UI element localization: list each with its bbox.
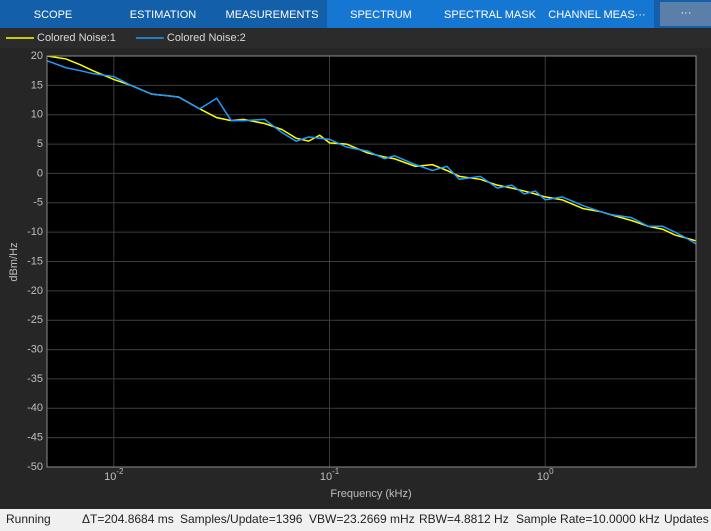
tab[interactable]: ESTIMATION <box>130 9 196 21</box>
x-tick-label: 100 <box>537 467 554 483</box>
y-tick-label: 5 <box>37 138 43 150</box>
tab[interactable]: SCOPE <box>34 9 73 21</box>
tab[interactable]: CHANNEL MEAS··· <box>548 9 645 21</box>
status-item: ΔT=204.8684 ms <box>82 512 174 526</box>
legend-bar <box>0 28 711 48</box>
x-tick-base: 10 <box>537 471 549 483</box>
toolbar-active-section <box>327 0 654 28</box>
status-item: Running <box>6 512 51 526</box>
x-tick-label: 10-1 <box>320 467 340 483</box>
series-line <box>47 59 696 245</box>
status-item: Samples/Update=1396 <box>180 512 303 526</box>
tab[interactable]: SPECTRUM <box>350 9 412 21</box>
x-tick-base: 10 <box>320 471 332 483</box>
y-tick-label: -20 <box>27 285 43 297</box>
y-tick-label: 0 <box>37 167 43 179</box>
status-item: Sample Rate=10.0000 kHz <box>516 512 660 526</box>
y-tick-label: -30 <box>27 343 43 355</box>
y-tick-label: -5 <box>33 197 43 209</box>
y-tick-label: -35 <box>27 373 43 385</box>
tab[interactable]: SPECTRAL MASK <box>444 9 537 21</box>
y-tick-label: -25 <box>27 314 43 326</box>
y-axis-label: dBm/Hz <box>8 242 20 281</box>
status-bar <box>0 509 711 531</box>
plot-frame <box>46 55 697 468</box>
status-item: Updates <box>664 512 709 526</box>
tab[interactable]: MEASUREMENTS <box>226 9 319 21</box>
y-tick-label: -10 <box>27 226 43 238</box>
y-tick-label: 15 <box>31 79 43 91</box>
x-tick-exponent: -1 <box>332 467 340 476</box>
legend-label: Colored Noise:2 <box>167 32 246 44</box>
x-tick-exponent: 0 <box>549 467 554 476</box>
y-tick-label: -15 <box>27 255 43 267</box>
status-item: VBW=23.2669 mHz <box>309 512 415 526</box>
more-button-bg[interactable] <box>660 2 711 26</box>
x-tick-label: 10-2 <box>104 467 124 483</box>
x-tick-base: 10 <box>104 471 116 483</box>
y-tick-label: -50 <box>27 461 43 473</box>
x-axis-label: Frequency (kHz) <box>330 488 411 500</box>
y-tick-label: -40 <box>27 402 43 414</box>
y-tick-label: -45 <box>27 432 43 444</box>
more-button[interactable]: ··· <box>681 7 692 19</box>
legend-label: Colored Noise:1 <box>37 32 116 44</box>
y-tick-label: 20 <box>31 50 43 62</box>
x-tick-exponent: -2 <box>116 467 124 476</box>
status-item: RBW=4.8812 Hz <box>419 512 509 526</box>
y-tick-label: 10 <box>31 109 43 121</box>
